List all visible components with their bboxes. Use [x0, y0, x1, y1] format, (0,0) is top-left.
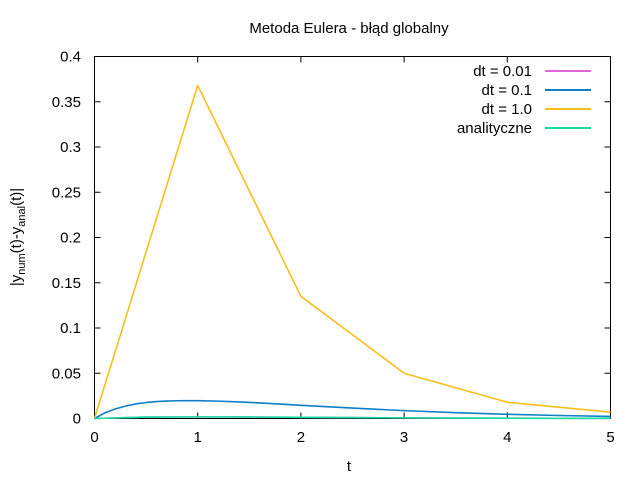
plot-area: 0 1 2 3 4 5 0 0.05 0.1 0.15 0.2 0.25 0.3 0.35 0.4 dt =… [52, 49, 615, 447]
series-line-3 [93, 84, 611, 419]
y-tick-label: 0 [73, 411, 81, 428]
y-tick-label: 0.05 [52, 365, 81, 382]
x-tick-label: 1 [194, 429, 202, 446]
y-tick-label: 0.25 [52, 184, 81, 201]
x-tick-label: 3 [400, 429, 408, 446]
y-axis-label-sub2: anal [16, 206, 28, 227]
series-line-4 [94, 416, 611, 420]
axis-ticks [94, 56, 611, 419]
y-tick-label: 0.2 [60, 230, 81, 247]
series-lines [93, 84, 611, 420]
y-axis-label-suffix: (t)| [8, 188, 25, 206]
series-line-2 [94, 399, 611, 420]
y-tick-label: 0.4 [60, 49, 81, 66]
y-tick-label: 0.3 [60, 139, 81, 156]
y-tick-label: 0.1 [60, 320, 81, 337]
chart-title: Metoda Eulera - błąd globalny [249, 20, 449, 37]
legend-label: dt = 0.1 [482, 82, 532, 99]
x-tick-label: 4 [503, 429, 511, 446]
legend-label: dt = 1.0 [482, 101, 532, 118]
legend-label: dt = 0.01 [473, 63, 532, 80]
tick-labels: 0 1 2 3 4 5 0 0.05 0.1 0.15 0.2 0.25 0.3 0.35 0.4 [52, 49, 615, 447]
legend-label: analityczne [457, 120, 532, 137]
y-axis-label-prefix: |y [8, 274, 25, 286]
legend: dt = 0.01 dt = 0.1 dt = 1.0 analityczne [457, 63, 591, 137]
y-tick-label: 0.35 [52, 94, 81, 111]
y-axis-label: |ynum(t)-yanal(t)| [8, 188, 28, 286]
plot-frame [94, 56, 611, 419]
x-tick-label: 0 [90, 429, 98, 446]
y-tick-label: 0.15 [52, 275, 81, 292]
y-axis-label-mid: (t)-y [8, 226, 25, 253]
x-tick-label: 5 [606, 429, 614, 446]
x-tick-label: 2 [297, 429, 305, 446]
y-axis-label-sub1: num [16, 253, 28, 274]
x-axis-label: t [347, 458, 352, 475]
